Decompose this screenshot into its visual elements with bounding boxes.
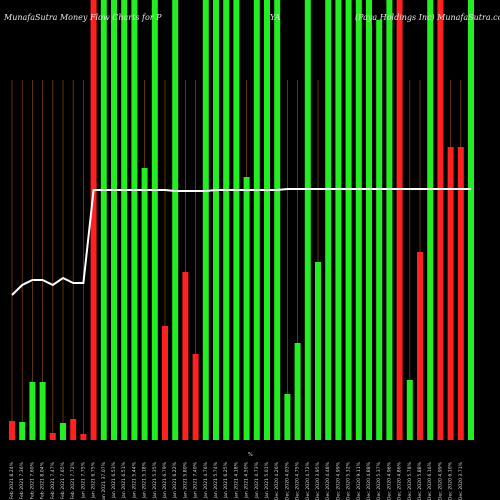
x-tick-label: Fri 15 Jan 2021 6.22% <box>172 461 178 500</box>
x-tick-label: Tue 05 Jan 2021 4.73% <box>254 461 260 500</box>
bar <box>284 394 291 440</box>
x-tick-label: Fri 11 Dec 2020 5.78% <box>407 461 413 500</box>
bar <box>468 0 474 440</box>
chart-title-mid: YA <box>270 13 281 22</box>
bar <box>274 0 281 440</box>
chart-title: MunafaSutra Money Flow Charts for P <box>3 13 162 22</box>
x-tick-label: Thu 14 Jan 2021 5.80% <box>182 461 188 500</box>
x-tick-label: Thu 10 Dec 2020 5.88% <box>417 461 423 500</box>
x-tick-label: Mon 14 Dec 2020 4.86% <box>397 461 403 500</box>
bar <box>315 262 321 440</box>
bar <box>406 380 413 440</box>
x-tick-label: Thu 17 Dec 2020 4.88% <box>366 461 372 500</box>
bar <box>80 434 87 440</box>
x-tick-label: Thu 28 Jan 2021 6.75% <box>91 461 97 500</box>
bar <box>9 421 15 440</box>
bar <box>243 177 250 440</box>
x-tick-label: Tue 08 Dec 2020 4.99% <box>437 461 443 500</box>
bar <box>447 147 454 440</box>
x-tick-label: Wed 06 Jan 2021 4.50% <box>244 461 250 500</box>
bar <box>304 0 311 440</box>
x-tick-label: Thu 31 Dec 2020 4.26% <box>274 461 280 500</box>
x-tick-label: Fri 08 Jan 2021 6.25% <box>223 461 229 500</box>
x-tick-label: Fri 29 Jan 2021 7.75% <box>80 461 86 500</box>
bar <box>60 423 66 440</box>
bar <box>141 168 148 440</box>
x-tick-label: Tue 22 Dec 2020 4.99% <box>335 461 341 500</box>
x-tick-label: Fri 05 Feb 2021 7.60% <box>29 461 35 500</box>
bar <box>325 0 332 440</box>
x-tick-label: Wed 23 Dec 2020 4.48% <box>325 461 331 500</box>
bar <box>90 0 97 440</box>
x-tick-label: Fri 18 Dec 2020 9.11% <box>356 461 362 500</box>
x-tick-label: Wed 03 Feb 2021 7.47% <box>50 461 56 500</box>
bar <box>202 0 209 440</box>
bar <box>223 0 230 440</box>
x-tick-label: Tue 09 Feb 2021 8.24% <box>9 461 15 500</box>
bar <box>386 0 393 440</box>
bar <box>70 419 77 440</box>
bar <box>162 326 168 440</box>
bar <box>294 343 301 440</box>
bar <box>213 0 219 440</box>
bar <box>335 0 342 440</box>
bar <box>437 0 444 440</box>
x-tick-label: Mon 07 Dec 2020 6.10% <box>448 461 454 500</box>
x-tick-label: Tue 19 Jan 2021 6.79% <box>162 461 168 500</box>
x-tick-label: Thu 04 Feb 2021 8.04% <box>40 461 46 500</box>
bar <box>233 0 240 440</box>
bar <box>131 0 138 440</box>
x-tick-label: Tue 15 Dec 2020 4.96% <box>386 461 392 500</box>
x-tick-label: Fri 22 Jan 2021 5.44% <box>131 461 137 500</box>
bar <box>355 0 362 440</box>
x-tick-label: Wed 16 Dec 2020 5.37% <box>376 461 382 500</box>
x-tick-label: Mon 08 Feb 2021 7.36% <box>19 461 25 500</box>
bar <box>19 422 26 440</box>
x-tick-label: Thu 24 Dec 2020 3.95% <box>315 461 321 500</box>
bar <box>39 382 46 440</box>
bar <box>172 0 179 440</box>
x-tick-label: Wed 20 Jan 2021 5.35% <box>152 461 158 500</box>
bar <box>396 0 403 440</box>
bar <box>376 20 383 440</box>
bar <box>253 0 260 440</box>
x-tick-label: Wed 13 Jan 2021 7.40% <box>193 461 199 500</box>
x-tick-label: Mon 01 Feb 2021 7.72% <box>70 461 76 500</box>
chart-bars <box>9 0 474 440</box>
bar <box>151 0 158 440</box>
bar <box>182 272 189 440</box>
bar <box>457 147 464 440</box>
bar <box>100 0 107 440</box>
x-tick-label: Fri 04 Dec 2020 3.71% <box>458 461 464 500</box>
x-tick-label: Thu 21 Jan 2021 5.18% <box>142 461 148 500</box>
axis-note: % <box>248 452 253 458</box>
x-tick-label: Tue 26 Jan 2021 6.53% <box>111 461 117 500</box>
x-tick-label: Wed 09 Dec 2020 6.16% <box>427 461 433 500</box>
x-tick-label: Mon 28 Dec 2020 4.72% <box>305 461 311 500</box>
bar <box>427 0 434 440</box>
x-tick-label: Tue 02 Feb 2021 7.65% <box>60 461 66 500</box>
x-tick-label: Mon 04 Jan 2021 5.01% <box>264 461 270 500</box>
bar <box>111 0 117 440</box>
x-tick-label: Mon 25 Jan 2021 6.51% <box>121 461 127 500</box>
x-tick-label: Tue 29 Dec 2020 4.75% <box>295 461 301 500</box>
bar <box>417 252 423 440</box>
bar <box>49 433 56 440</box>
x-tick-label: Wed 30 Dec 2020 4.03% <box>284 461 290 500</box>
bar <box>192 354 199 440</box>
money-flow-line <box>11 188 471 296</box>
x-tick-label: Mon 21 Dec 2020 5.32% <box>346 461 352 500</box>
bar <box>264 0 270 440</box>
bar <box>121 0 128 440</box>
bar <box>366 0 372 440</box>
x-tick-labels: Tue 09 Feb 2021 8.24% Mon 08 Feb 2021 7.3… <box>9 461 464 500</box>
bar <box>29 382 36 440</box>
x-tick-label: Tue 12 Jan 2021 4.76% <box>203 461 209 500</box>
x-tick-label: Thu 07 Jan 2021 4.18% <box>233 461 239 500</box>
x-tick-label: Wed 27 Jan 2021 37.07% <box>101 461 107 500</box>
chart-title-right: (Paya Holdings Inc) MunafaSutra.com <box>355 13 500 22</box>
bar <box>345 0 352 440</box>
x-tick-label: Mon 11 Jan 2021 5.74% <box>213 461 219 500</box>
